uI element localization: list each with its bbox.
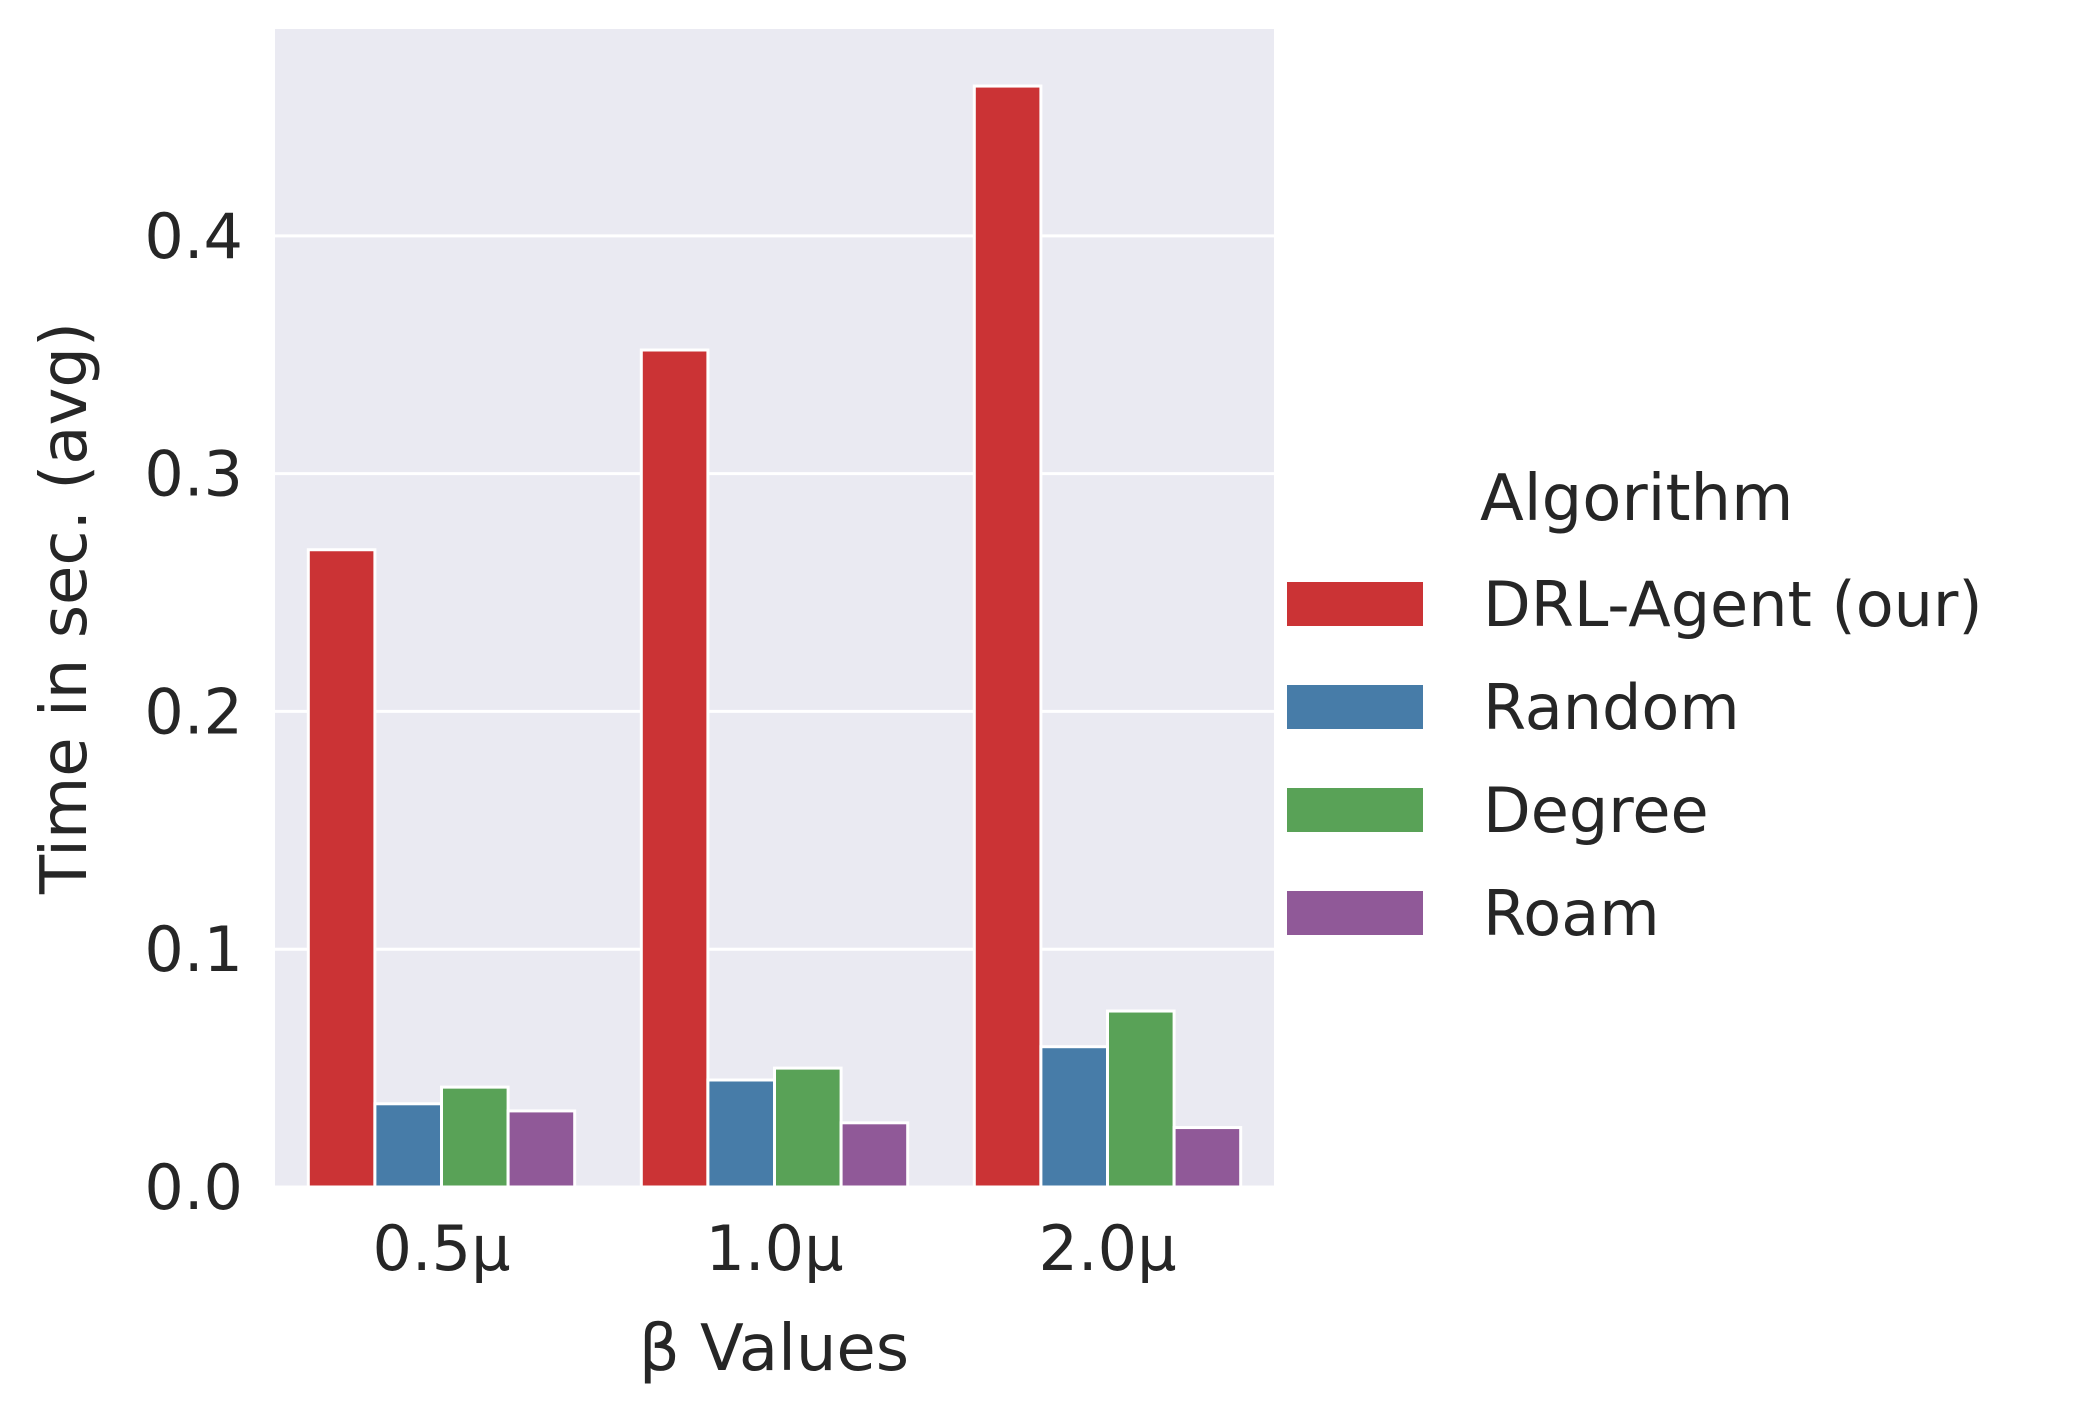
bar: [972, 84, 1043, 1189]
x-tick-label: 1.0μ: [705, 1212, 843, 1285]
bar: [1106, 1009, 1176, 1189]
legend-swatch: [1287, 685, 1423, 729]
y-tick-label: 0.2: [144, 675, 243, 748]
legend-swatch: [1287, 891, 1423, 935]
legend-label: Degree: [1483, 774, 1709, 847]
legend-items: DRL-Agent (our) Random Degree Roam: [1287, 568, 1983, 950]
bar: [506, 1109, 577, 1189]
bar: [773, 1066, 843, 1189]
y-axis-label: Time in sec. (avg): [28, 322, 102, 895]
x-tick-label: 0.5μ: [372, 1212, 510, 1285]
x-tick-label: 2.0μ: [1038, 1212, 1176, 1285]
legend-label: Roam: [1483, 877, 1660, 950]
bar: [1172, 1126, 1243, 1189]
legend-label: DRL-Agent (our): [1483, 568, 1983, 641]
plot-background: [275, 29, 1274, 1187]
x-axis-ticks: 0.5μ 1.0μ 2.0μ: [372, 1212, 1176, 1285]
bar: [306, 548, 377, 1189]
bar: [706, 1078, 777, 1189]
y-tick-label: 0.1: [144, 913, 243, 986]
bar: [373, 1102, 443, 1189]
y-axis-ticks: 0.0 0.1 0.2 0.3 0.4: [144, 200, 243, 1224]
legend: Algorithm DRL-Agent (our) Random Degree Roa…: [1287, 462, 1983, 950]
legend-swatch: [1287, 582, 1423, 626]
bar: [440, 1085, 510, 1189]
legend-label: Random: [1483, 671, 1740, 744]
bar: [639, 348, 710, 1189]
bars: [306, 84, 1243, 1189]
bar: [839, 1121, 910, 1189]
legend-title: Algorithm: [1480, 462, 1793, 536]
y-tick-label: 0.0: [144, 1151, 243, 1224]
y-tick-label: 0.4: [144, 200, 243, 273]
legend-swatch: [1287, 788, 1423, 832]
bar: [1039, 1045, 1110, 1189]
y-tick-label: 0.3: [144, 438, 243, 511]
x-axis-label: β Values: [639, 1312, 909, 1386]
